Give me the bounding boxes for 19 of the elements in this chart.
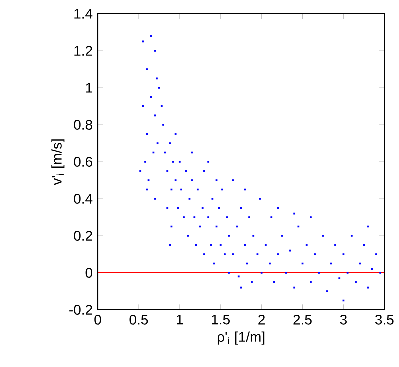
x-tick-label: 2 <box>258 314 265 325</box>
x-tick-label: 1 <box>177 314 184 325</box>
y-tick-label: 0 <box>86 268 93 278</box>
y-axis-title: v'$_{i}$ [m/s] <box>52 140 65 186</box>
y-tick-label: 0.4 <box>74 194 93 204</box>
y-tick-label: 0.6 <box>74 157 92 167</box>
y-tick-label: 1.4 <box>74 9 93 19</box>
y-tick-label: 0.8 <box>74 120 92 130</box>
y-tick-label: -0.2 <box>70 305 92 315</box>
x-tick-label: 3 <box>340 314 347 325</box>
x-tick-label: 3.5 <box>375 314 394 325</box>
x-tick-label: 2.5 <box>294 314 312 325</box>
x-tick-label: 1.5 <box>212 314 230 325</box>
y-tick-label: 1.2 <box>74 46 92 56</box>
x-axis-title: ρ'$_{i}$ [1/m] <box>218 332 265 345</box>
y-tick-label: 0.2 <box>74 231 92 241</box>
y-tick-label: 1 <box>86 83 92 93</box>
x-tick-label: 0.5 <box>130 314 148 325</box>
x-tick-label: 0 <box>94 314 102 325</box>
